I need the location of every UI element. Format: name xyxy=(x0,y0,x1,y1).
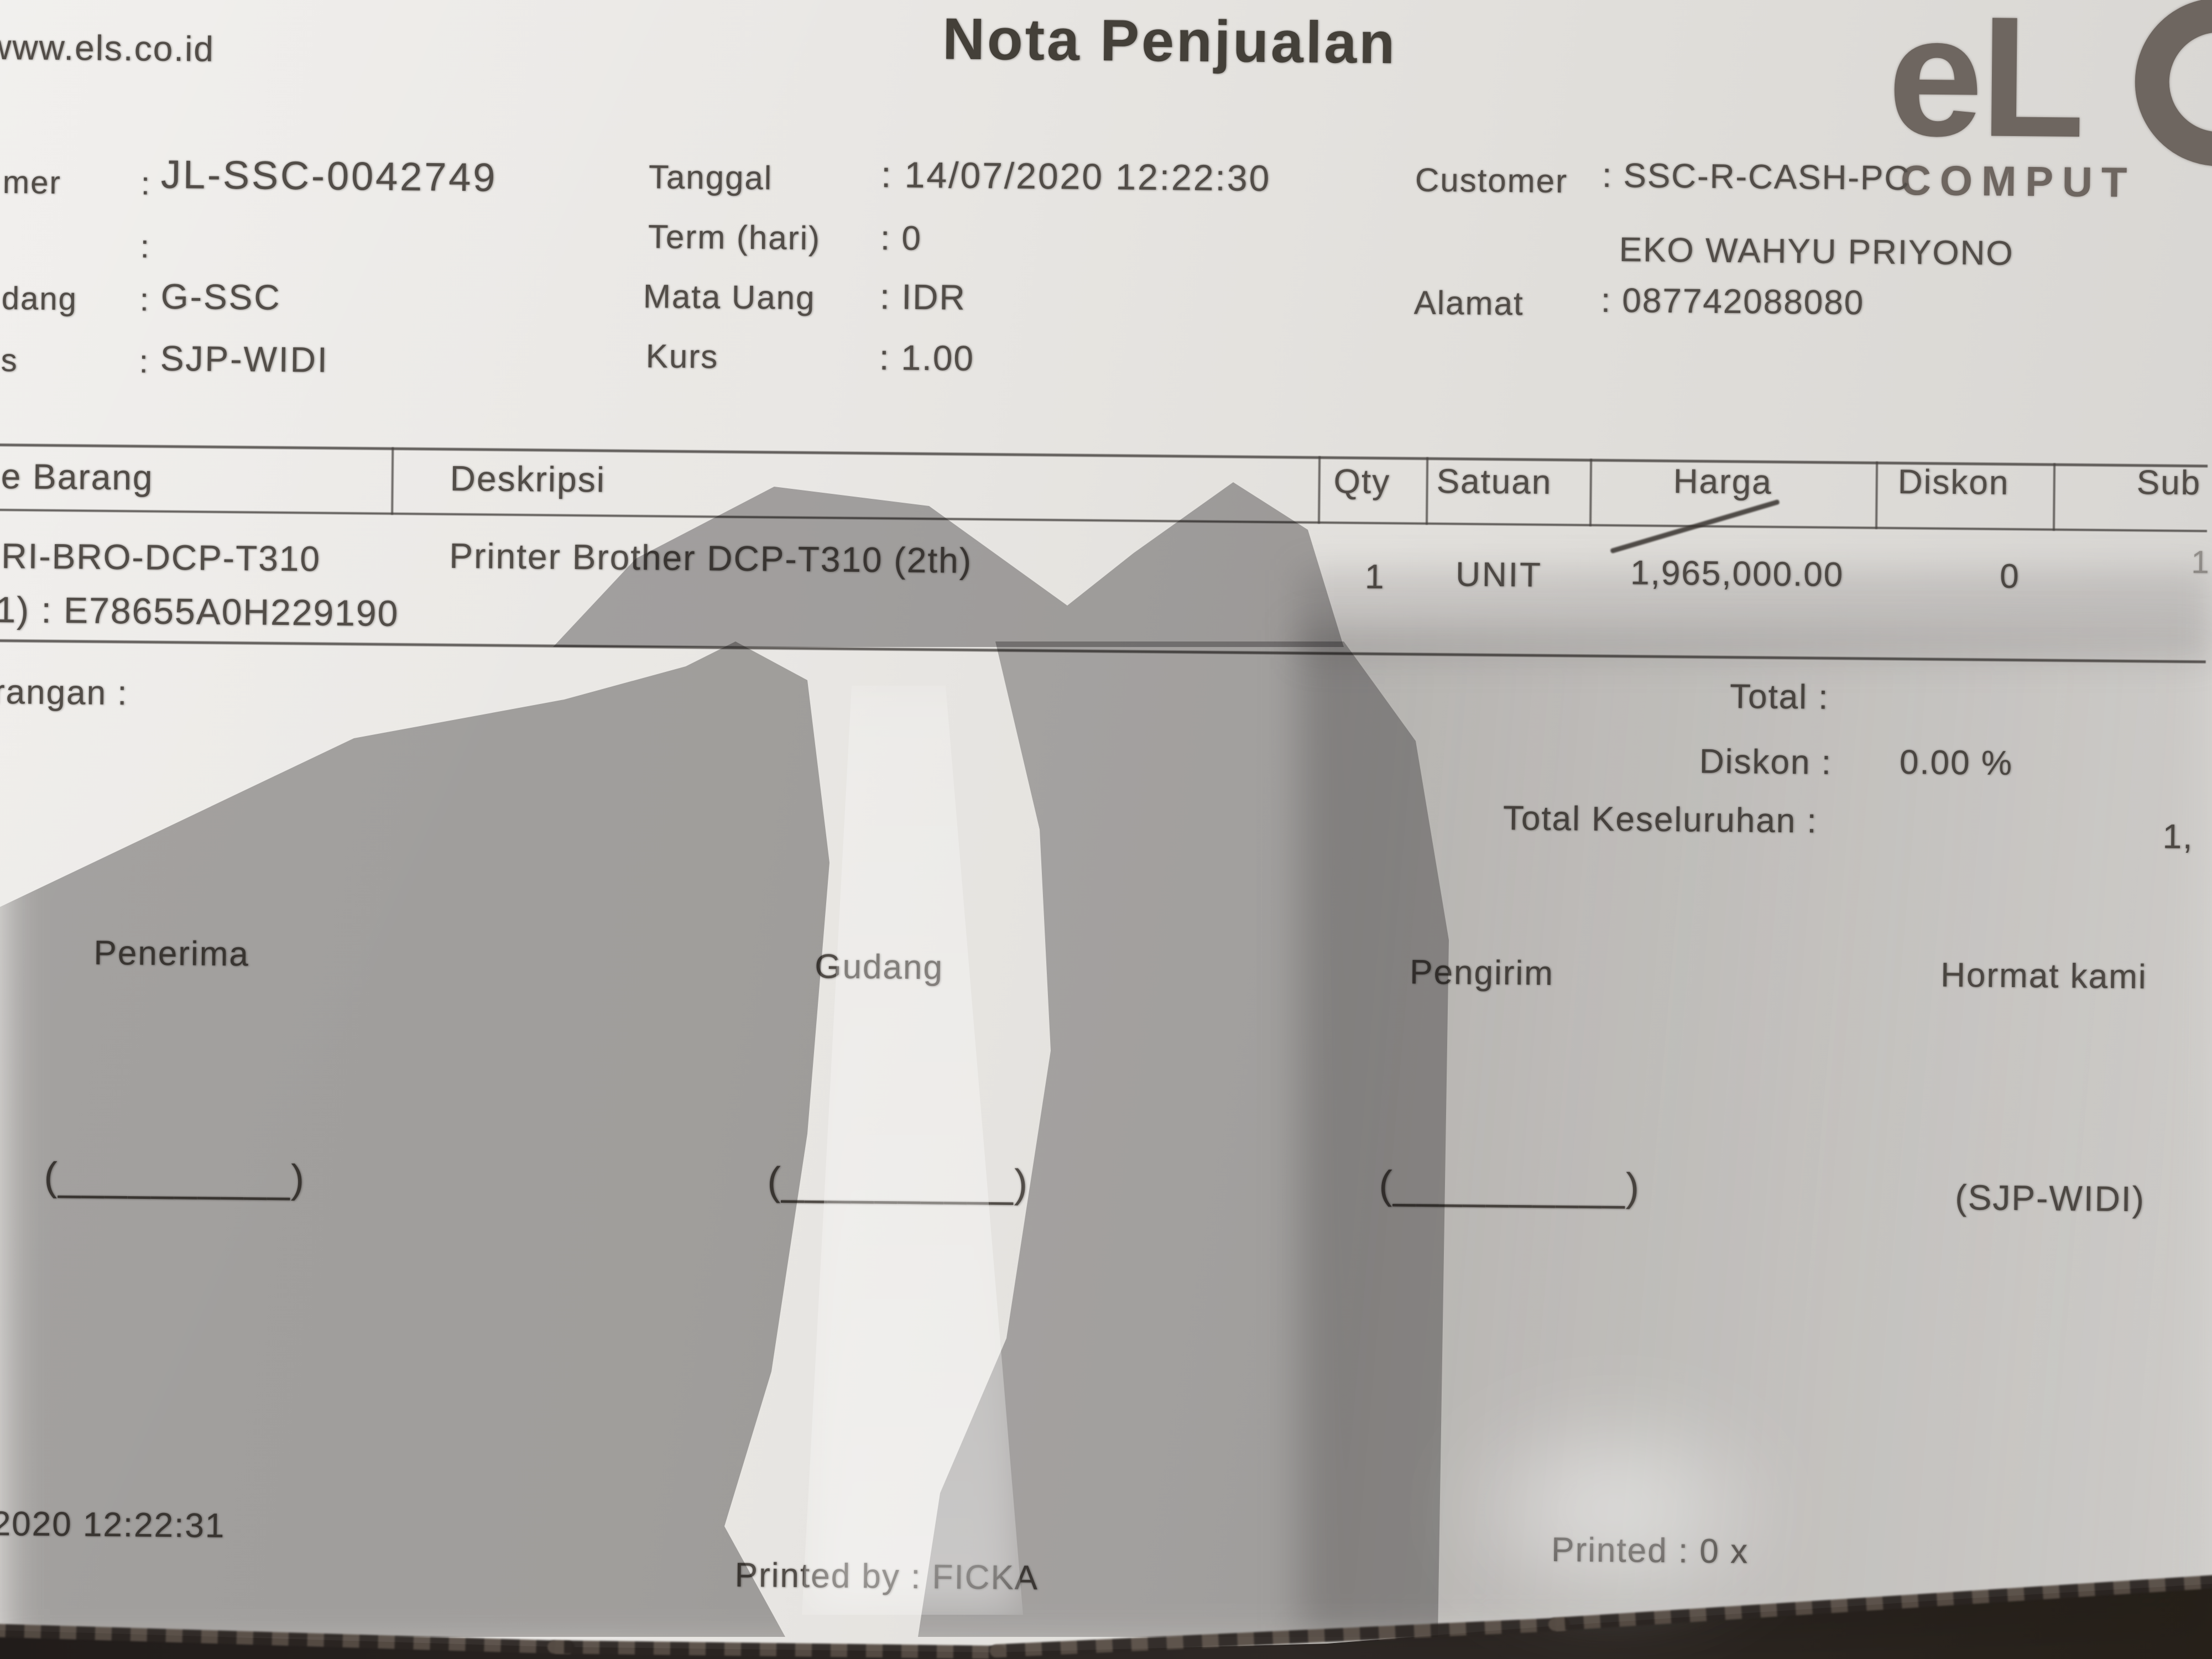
field-customer-name: EKO WAHYU PRIYONO xyxy=(1619,231,2014,273)
field-tanggal-value: : 14/07/2020 12:22:30 xyxy=(880,154,1271,199)
item-qty: 1 xyxy=(1364,557,1385,597)
field-sales-value: SJP-WIDI xyxy=(160,338,330,380)
total-keseluruhan-label: Total Keseluruhan : xyxy=(1503,799,1818,841)
header-qty: Qty xyxy=(1333,462,1391,502)
field-kurs-value: : 1.00 xyxy=(879,337,975,378)
item-description: Printer Brother DCP-T310 (2th) xyxy=(449,535,973,581)
item-serial-number: 1) : E78655A0H229190 xyxy=(0,588,399,634)
col-sep-subtotal xyxy=(2052,463,2056,531)
col-sep-diskon xyxy=(1875,461,1879,529)
field-alamat-label: Alamat xyxy=(1413,284,1524,322)
item-harga: 1,965,000.00 xyxy=(1630,554,1844,594)
els-logo-text: eL xyxy=(1887,0,2084,174)
footer-timestamp: /2020 12:22:31 xyxy=(0,1504,226,1546)
sign-hormat-label: Hormat kami xyxy=(1940,956,2147,997)
sign-penerima-label: Penerima xyxy=(93,933,250,974)
sign-gudang-label: Gudang xyxy=(814,947,944,987)
field-term-label: Term (hari) xyxy=(648,218,821,257)
item-diskon: 0 xyxy=(1999,557,2020,596)
total-diskon-label: Diskon : xyxy=(1699,742,1833,782)
field-kurs-label: Kurs xyxy=(645,337,719,375)
field-term-value: : 0 xyxy=(880,219,922,258)
els-logo-partial-letter-icon xyxy=(2134,0,2212,167)
header-diskon: Diskon xyxy=(1897,462,2010,502)
field-nomer-value: JL-SSC-0042749 xyxy=(160,152,498,200)
item-subtotal-partial: 1 xyxy=(2191,544,2211,581)
col-sep-qty-left xyxy=(1318,456,1321,524)
website-url: www.els.co.id xyxy=(0,27,215,69)
header-deskripsi: Deskripsi xyxy=(450,458,606,500)
col-sep-deskripsi xyxy=(391,447,394,515)
field-tanggal-label: Tanggal xyxy=(648,158,773,197)
sign-blank-penerima: (__________) xyxy=(44,1154,306,1202)
header-subtotal: Sub xyxy=(2136,463,2201,503)
header-kode-barang: e Barang xyxy=(1,456,154,498)
item-satuan: UNIT xyxy=(1455,555,1543,594)
field-gudang-sep: : xyxy=(139,281,150,318)
field-gudang-value: G-SSC xyxy=(160,276,281,317)
sign-pengirim-label: Pengirim xyxy=(1409,953,1554,993)
field-nomer-label: mer xyxy=(2,164,62,201)
total-keseluruhan-value: 1, xyxy=(2162,817,2194,857)
footer-printed-count: Printed : 0 x xyxy=(1551,1531,1749,1571)
field-matauang-label: Mata Uang xyxy=(643,278,816,317)
total-diskon-value: 0.00 % xyxy=(1899,743,2013,783)
header-harga: Harga xyxy=(1673,462,1772,502)
keterangan-label: rangan : xyxy=(0,672,128,713)
table-bottom-border xyxy=(0,639,2206,664)
field-alamat-value: : 087742088080 xyxy=(1600,281,1865,322)
field-nomer-sep: : xyxy=(140,165,152,202)
field-row2-sep: : xyxy=(140,228,151,265)
col-sep-qty-right xyxy=(1426,457,1429,525)
total-label: Total : xyxy=(1729,677,1829,717)
sign-signer-name: (SJP-WIDI) xyxy=(1955,1177,2146,1219)
field-sales-sep: : xyxy=(139,343,150,380)
field-gudang-label: dang xyxy=(1,280,78,317)
doc-title: Nota Penjualan xyxy=(942,6,1397,76)
item-code: RI-BRO-DCP-T310 xyxy=(1,536,321,579)
header-satuan: Satuan xyxy=(1436,462,1552,502)
col-sep-harga xyxy=(1589,458,1593,526)
els-logo-subtext: COMPUT xyxy=(1900,157,2136,207)
field-customer-value: : SSC-R-CASH-PC xyxy=(1601,156,1911,198)
field-sales-label: s xyxy=(1,342,19,379)
sign-blank-pengirim: (__________) xyxy=(1379,1163,1641,1210)
field-customer-label: Customer xyxy=(1415,161,1568,200)
footer-printed-by: Printed by : FICKA xyxy=(734,1556,1039,1598)
field-matauang-value: : IDR xyxy=(879,276,967,317)
sign-blank-gudang: (__________) xyxy=(767,1159,1029,1206)
